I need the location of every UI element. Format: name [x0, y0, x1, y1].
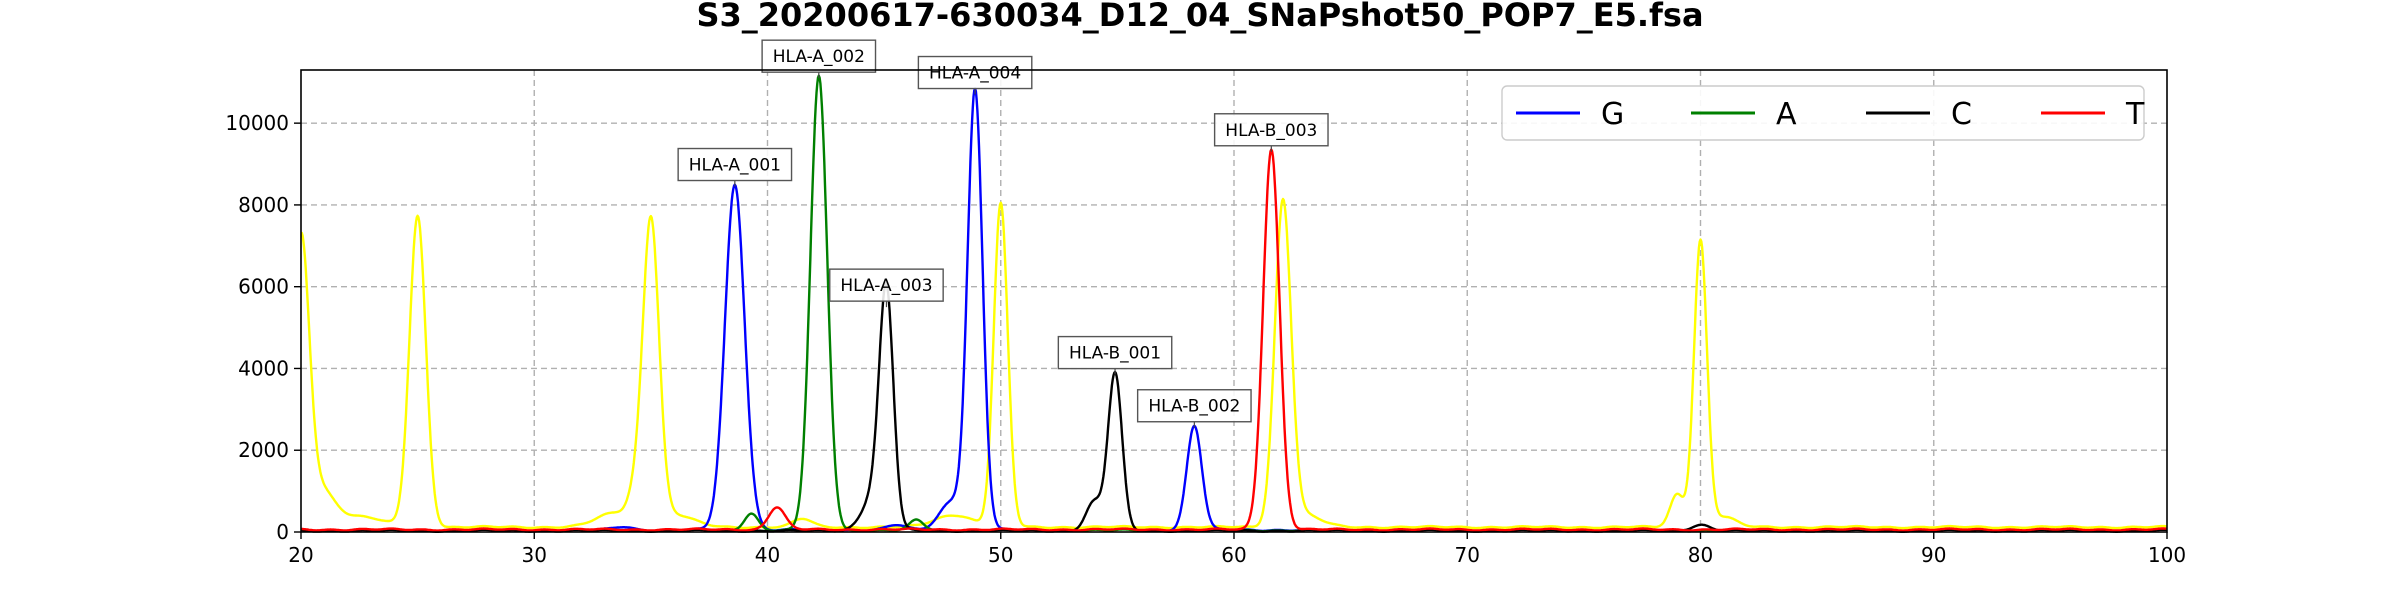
x-tick-label: 90 — [1921, 543, 1946, 567]
trace-t — [300, 148, 2168, 532]
chart-title: S3_20200617-630034_D12_04_SNaPshot50_POP… — [696, 0, 1703, 34]
x-tick-label: 80 — [1688, 543, 1713, 567]
y-tick-label: 8000 — [238, 193, 289, 217]
annotation-box — [1213, 113, 1329, 147]
legend-label-c: C — [1951, 97, 1972, 132]
annotation-box — [1136, 389, 1252, 423]
legend-label-t: T — [2125, 97, 2145, 132]
annotation-label: HLA-A_001 — [689, 156, 781, 176]
x-tick-label: 60 — [1221, 543, 1246, 567]
y-tick-label: 10000 — [225, 111, 289, 135]
x-tick-label: 40 — [755, 543, 780, 567]
annotation-box — [1057, 335, 1173, 370]
annotation-box — [829, 268, 944, 302]
grid-lines — [301, 70, 2167, 532]
y-tick-label: 4000 — [238, 356, 289, 380]
legend-label-a: A — [1776, 97, 1797, 132]
legend-frame — [1501, 85, 2145, 141]
peak-annotation: HLA-A_001 — [677, 147, 793, 187]
peak-annotation: HLA-B_002 — [1136, 389, 1252, 428]
x-tick-label: 30 — [522, 543, 547, 567]
y-tick-label: 6000 — [238, 275, 289, 299]
peak-annotation: HLA-A_004 — [917, 55, 1033, 95]
x-tick-label: 50 — [988, 543, 1013, 567]
annotation-label: HLA-B_001 — [1069, 344, 1161, 364]
size-standard-trace — [300, 197, 2168, 530]
annotation-label: HLA-B_002 — [1148, 397, 1240, 417]
annotation-box — [917, 55, 1033, 90]
annotation-box — [677, 147, 793, 182]
peak-annotation: HLA-A_002 — [761, 39, 877, 79]
peak-annotation: HLA-B_001 — [1057, 335, 1173, 375]
x-tick-label: 20 — [288, 543, 313, 567]
peak-annotation: HLA-A_003 — [829, 268, 944, 308]
axis-ticks: 20 30 40 50 60 70 80 90 100 0 2000 4000 6000 8000 1000… — [225, 111, 2186, 567]
legend-label-g: G — [1601, 97, 1624, 132]
annotation-box — [761, 39, 877, 73]
peak-annotations: HLA-A_001 HLA-A_002 HLA-A_003 HLA-A_004 HLA-… — [677, 39, 1329, 428]
series-traces — [300, 74, 2168, 533]
peak-annotation: HLA-B_003 — [1213, 113, 1329, 152]
annotation-label: HLA-B_003 — [1225, 121, 1317, 141]
annotation-label: HLA-A_004 — [929, 64, 1021, 84]
annotation-label: HLA-A_002 — [773, 47, 865, 67]
size-standard-trace-layer — [300, 197, 2168, 530]
y-tick-label: 2000 — [238, 438, 289, 462]
annotation-label: HLA-A_003 — [840, 276, 932, 296]
y-tick-label: 0 — [276, 520, 289, 544]
x-tick-label: 100 — [2148, 543, 2186, 567]
x-tick-label: 70 — [1455, 543, 1480, 567]
